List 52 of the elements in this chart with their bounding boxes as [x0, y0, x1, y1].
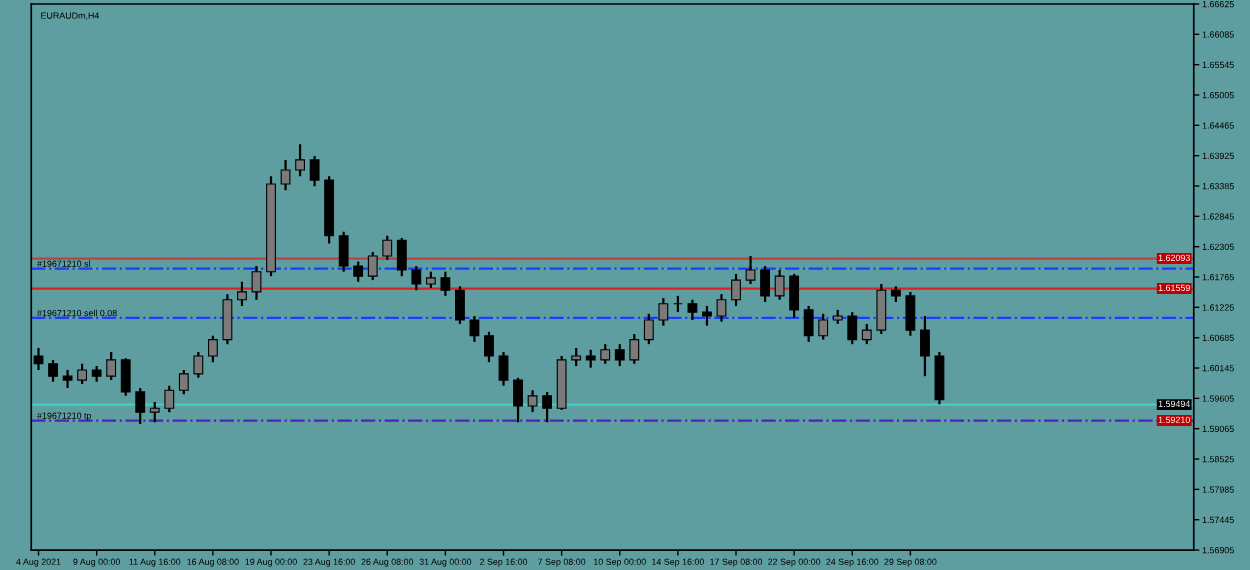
candlestick: [484, 330, 494, 364]
candlestick: [716, 293, 727, 323]
candlestick: [876, 282, 887, 336]
candlestick: [803, 304, 814, 344]
candlestick: [440, 270, 451, 297]
candlestick: [295, 143, 305, 178]
candlestick: [934, 350, 945, 406]
candlestick: [149, 400, 160, 424]
candlestick: [222, 293, 233, 346]
candlestick: [77, 362, 88, 386]
candlestick: [527, 389, 538, 414]
candlestick: [207, 334, 218, 364]
candlestick: [135, 386, 146, 426]
candlestick: [643, 312, 654, 346]
candlestick: [382, 234, 393, 261]
candlestick: [251, 264, 262, 301]
candlestick: [178, 368, 189, 396]
candlestick: [411, 264, 422, 292]
candlestick: [237, 280, 247, 308]
candlestick: [745, 254, 756, 286]
candlestick: [774, 268, 785, 301]
candlestick: [905, 290, 916, 337]
candlestick: [62, 368, 73, 390]
candlestick: [658, 296, 669, 327]
candlestick: [600, 343, 611, 365]
candlestick: [498, 350, 509, 387]
candlestick: [338, 230, 349, 273]
candlestick: [542, 390, 553, 424]
candlestick: [396, 236, 407, 278]
candlestick: [818, 312, 829, 341]
candlestick: [309, 154, 320, 188]
candlestick: [513, 376, 523, 424]
candlestick: [48, 358, 58, 383]
candlestick: [280, 158, 291, 192]
candlestick: [120, 357, 131, 397]
candlestick: [106, 350, 117, 382]
candlestick: [920, 314, 930, 378]
candlestick: [687, 298, 698, 322]
candlestick: [629, 332, 640, 365]
candlestick: [789, 272, 800, 319]
candlestick: [469, 314, 480, 344]
candlestick: [731, 272, 741, 308]
candlestick: [614, 343, 625, 368]
candlestick: [353, 260, 364, 283]
candlestick: [455, 285, 465, 326]
candlestick: [164, 384, 175, 414]
candlestick: [702, 304, 712, 327]
candlestick: [367, 250, 378, 282]
candlestick: [847, 311, 858, 346]
candlestick: [861, 322, 872, 346]
candlestick: [760, 264, 770, 304]
candlestick: [193, 350, 204, 379]
